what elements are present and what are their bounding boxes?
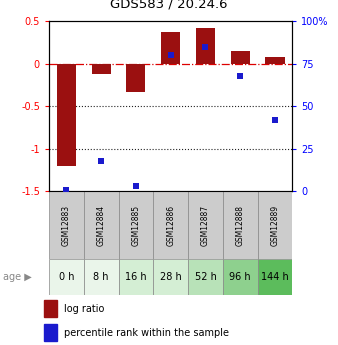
- Text: GSM12888: GSM12888: [236, 205, 245, 246]
- Bar: [196, 28, 215, 64]
- Text: GSM12887: GSM12887: [201, 205, 210, 246]
- Bar: [258, 259, 292, 295]
- Bar: [265, 57, 285, 64]
- Bar: [44, 300, 57, 317]
- Bar: [188, 259, 223, 295]
- Text: GDS583 / 20.24.6: GDS583 / 20.24.6: [110, 0, 228, 11]
- Text: log ratio: log ratio: [64, 304, 104, 314]
- Text: GSM12883: GSM12883: [62, 205, 71, 246]
- Text: percentile rank within the sample: percentile rank within the sample: [64, 328, 229, 338]
- Text: 96 h: 96 h: [230, 272, 251, 282]
- Text: 28 h: 28 h: [160, 272, 182, 282]
- Text: GSM12886: GSM12886: [166, 205, 175, 246]
- Text: 8 h: 8 h: [93, 272, 109, 282]
- Text: 52 h: 52 h: [194, 272, 216, 282]
- Bar: [258, 191, 292, 259]
- Bar: [161, 32, 180, 64]
- Text: GSM12885: GSM12885: [131, 205, 140, 246]
- Bar: [84, 259, 119, 295]
- Text: 0 h: 0 h: [58, 272, 74, 282]
- Bar: [57, 64, 76, 166]
- Bar: [49, 259, 84, 295]
- Bar: [119, 191, 153, 259]
- Bar: [126, 64, 145, 92]
- Bar: [84, 191, 119, 259]
- Text: 16 h: 16 h: [125, 272, 147, 282]
- Text: GSM12889: GSM12889: [270, 205, 280, 246]
- Bar: [153, 191, 188, 259]
- Bar: [223, 259, 258, 295]
- Bar: [44, 324, 57, 341]
- Text: age ▶: age ▶: [3, 272, 32, 282]
- Bar: [49, 191, 84, 259]
- Bar: [92, 64, 111, 74]
- Text: GSM12884: GSM12884: [97, 205, 106, 246]
- Bar: [153, 259, 188, 295]
- Bar: [231, 51, 250, 64]
- Bar: [119, 259, 153, 295]
- Bar: [188, 191, 223, 259]
- Bar: [223, 191, 258, 259]
- Text: 144 h: 144 h: [261, 272, 289, 282]
